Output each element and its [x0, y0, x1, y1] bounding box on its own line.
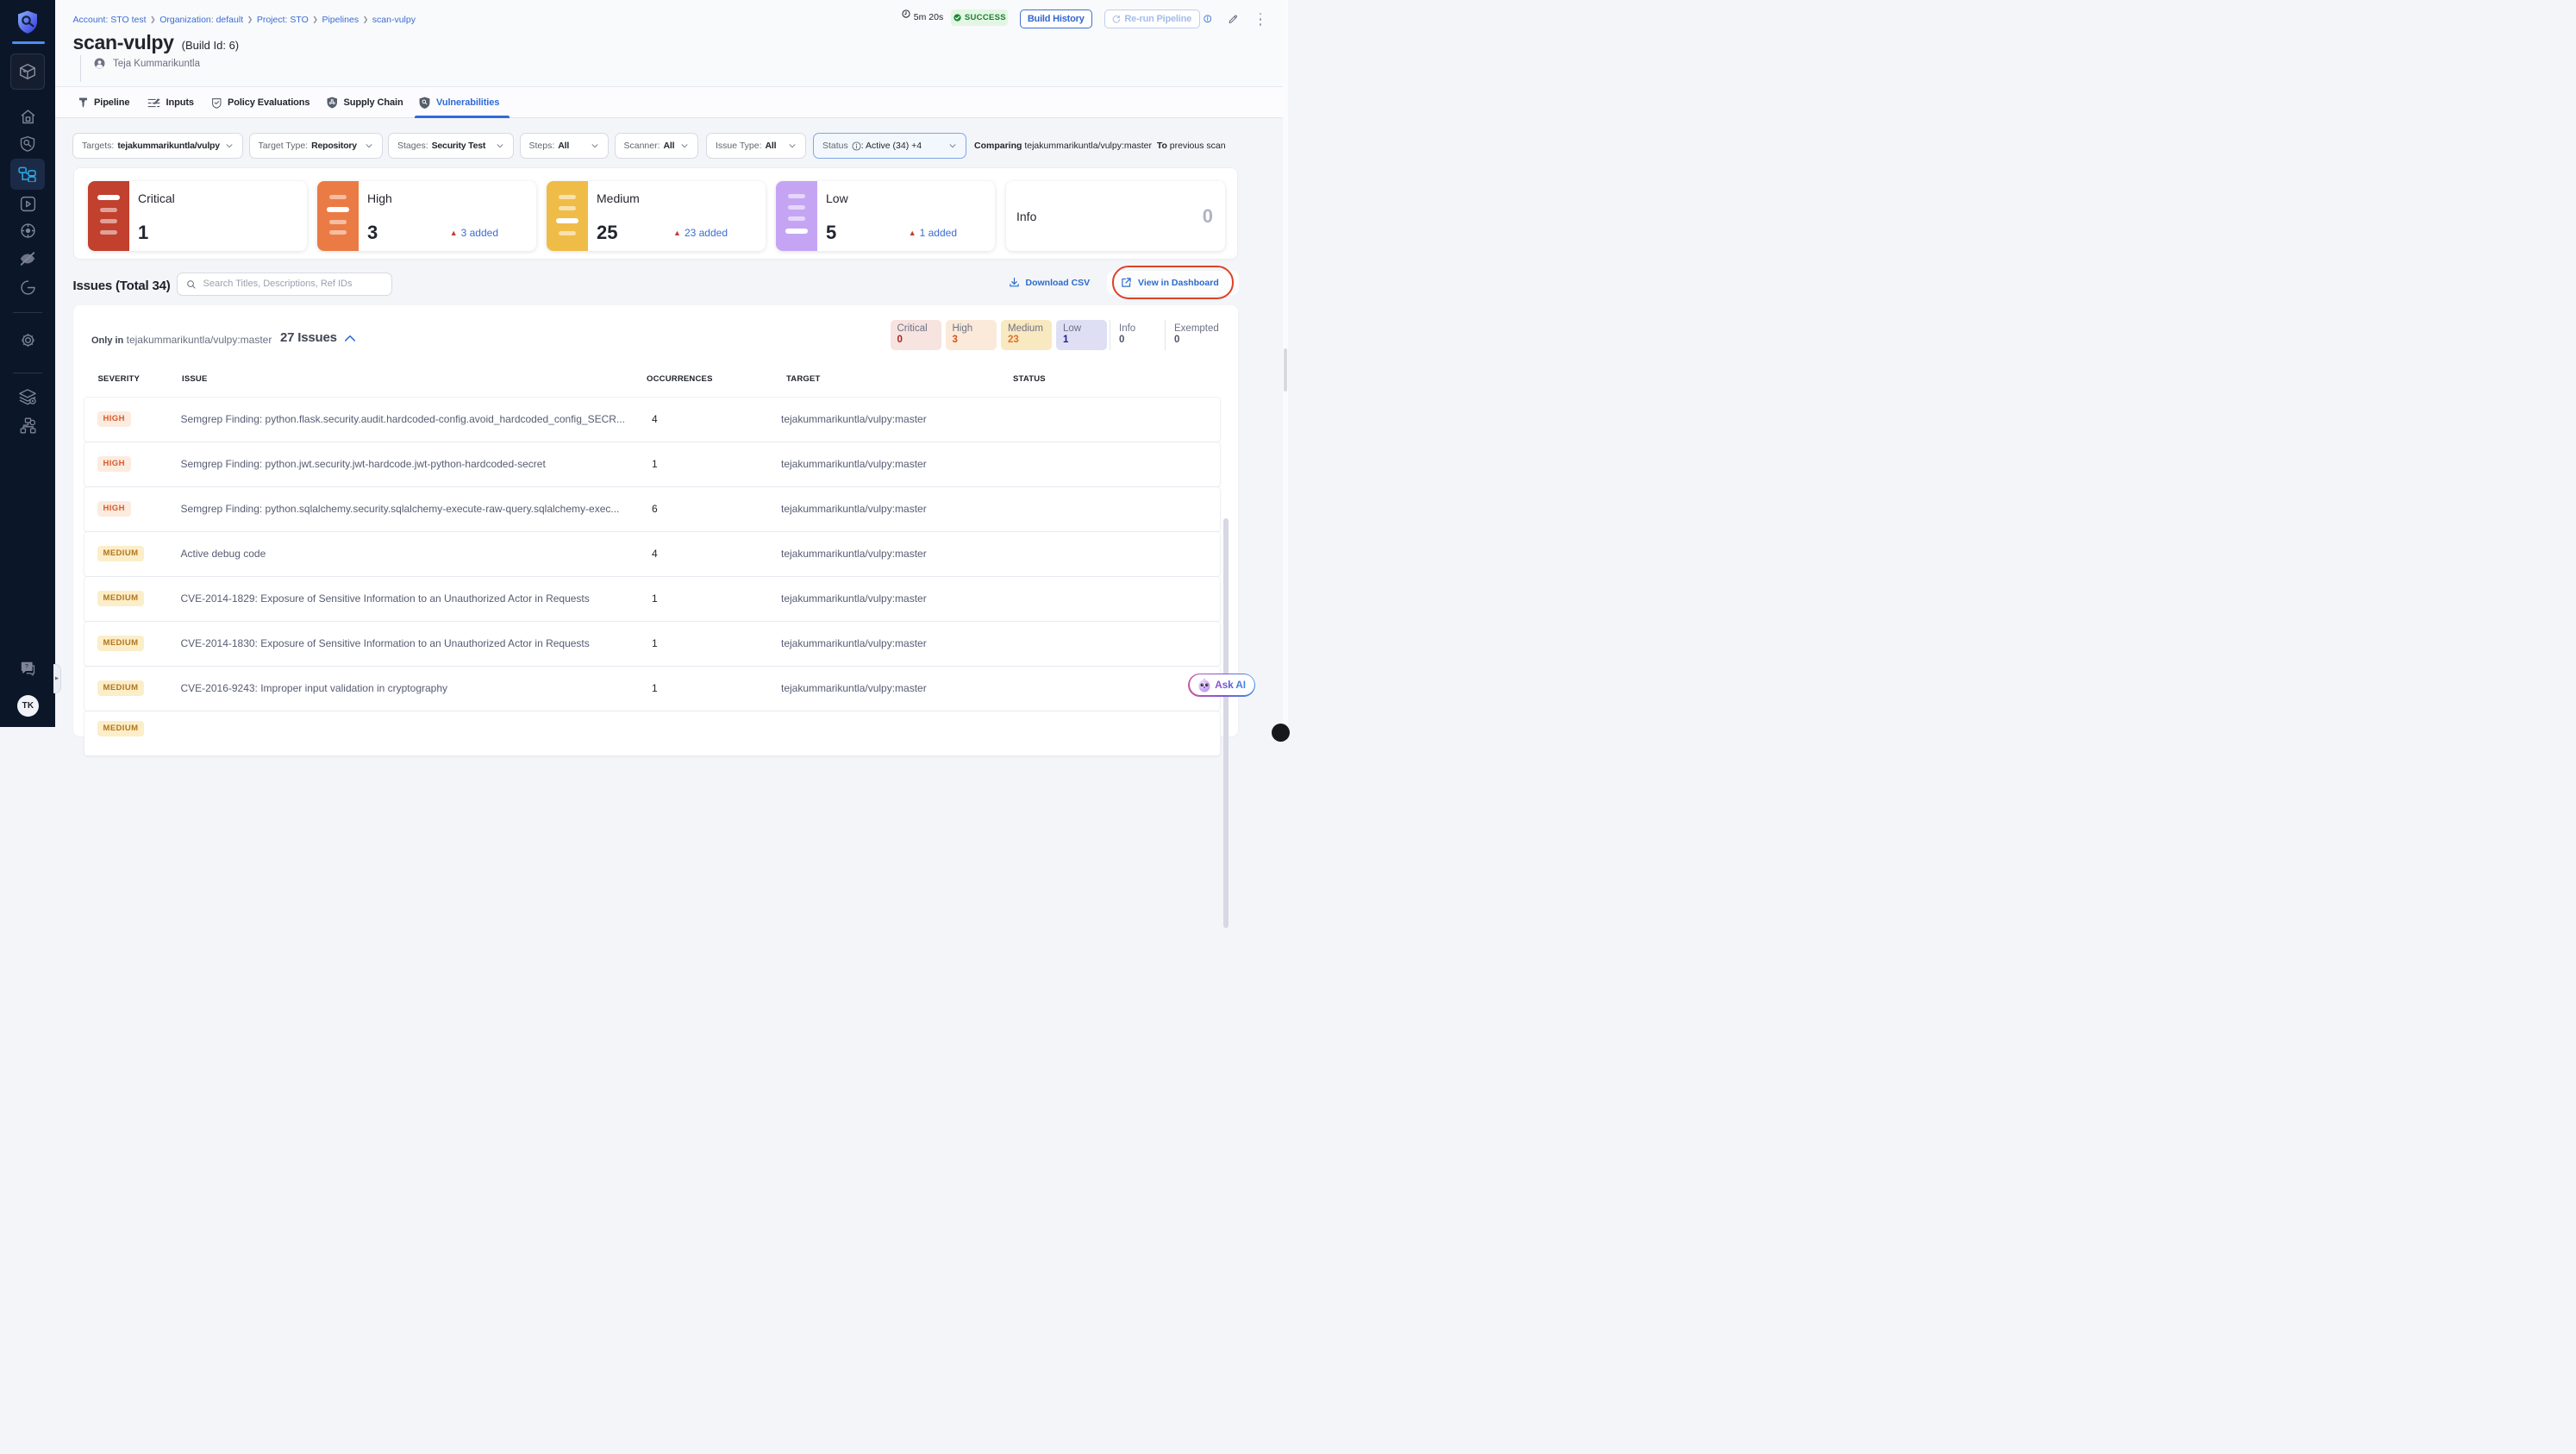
svg-text:?: ? [25, 664, 28, 670]
